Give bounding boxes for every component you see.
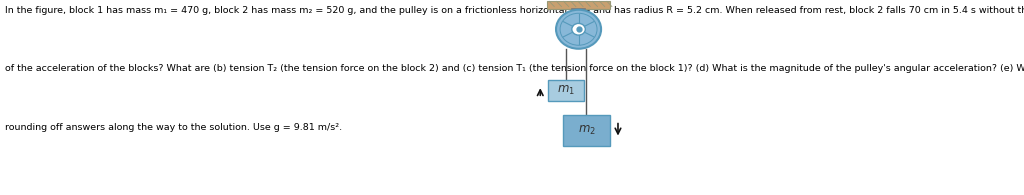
Text: of the acceleration of the blocks? What are (b) tension T₂ (the tension force on: of the acceleration of the blocks? What … [5,64,1024,73]
Text: $m_2$: $m_2$ [578,124,595,137]
Text: $m_1$: $m_1$ [557,84,575,97]
Bar [548,80,584,101]
Bar [547,1,610,9]
Bar [563,115,610,146]
Text: In the figure, block 1 has mass m₁ = 470 g, block 2 has mass m₂ = 520 g, and the: In the figure, block 1 has mass m₁ = 470… [5,6,1024,15]
Text: rounding off answers along the way to the solution. Use g = 9.81 m/s².: rounding off answers along the way to th… [5,123,342,132]
Circle shape [556,10,601,49]
Circle shape [571,23,586,35]
